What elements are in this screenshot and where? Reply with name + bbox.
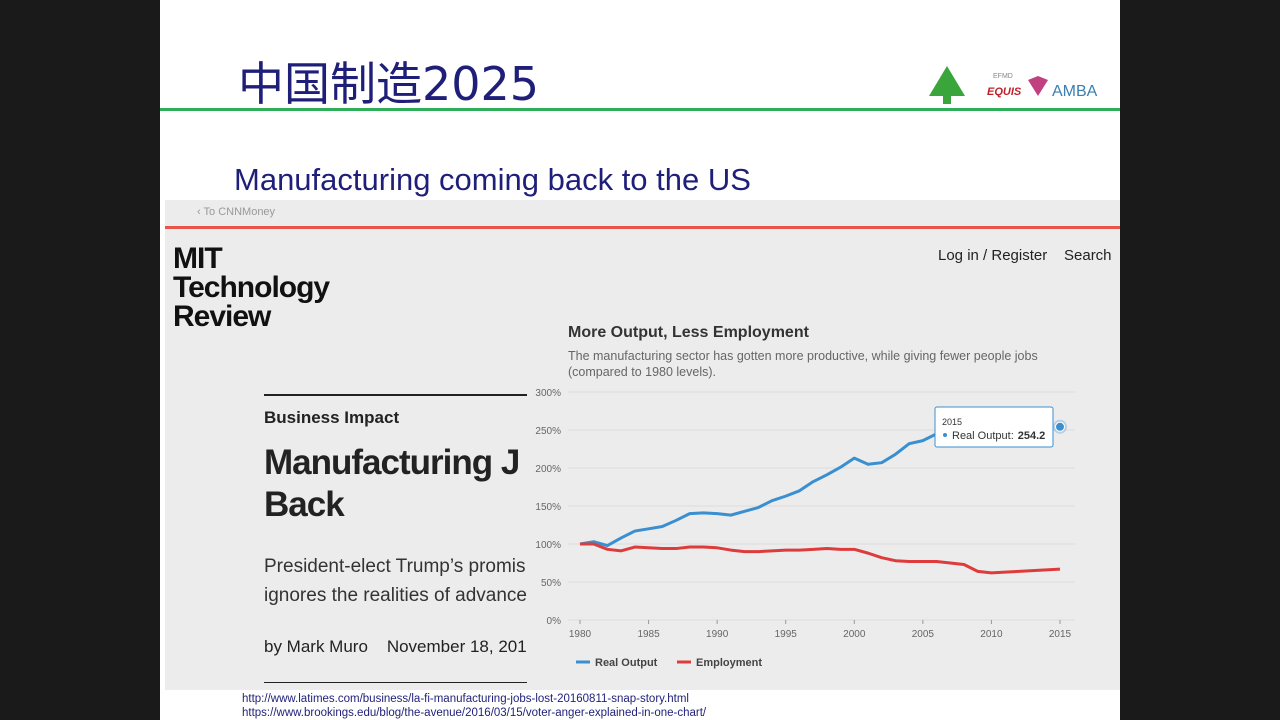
headline-line: Back <box>264 485 345 524</box>
dek-line: President-elect Trump’s promis <box>264 556 526 577</box>
chart-title: More Output, Less Employment <box>568 324 809 341</box>
slide-title: 中国制造2025 <box>238 57 540 111</box>
headline-line: Manufacturing J <box>264 443 520 482</box>
divider <box>165 226 1120 229</box>
source-link[interactable]: http://www.latimes.com/business/la-fi-ma… <box>242 693 689 705</box>
y-tick-label: 200% <box>535 464 561 475</box>
byline: by Mark Muro November 18, 2016 <box>264 637 536 657</box>
tooltip: 2015 Real Output: 254.2 <box>934 406 1054 448</box>
y-tick-label: 0% <box>547 616 562 627</box>
x-tick-label: 2000 <box>843 629 866 640</box>
logo-line: MIT <box>173 242 223 275</box>
slide: 中国制造2025 EFMD EQUIS AMBA Manufacturing c… <box>160 0 1120 720</box>
legend-label: Employment <box>696 657 762 669</box>
headline: Manufacturing J Back <box>264 442 520 526</box>
x-tick-label: 2010 <box>980 629 1003 640</box>
screenshot: ‹ To CNNMoney MIT Technology Review Log … <box>165 200 1120 690</box>
nav-link[interactable]: Log in / Register <box>938 247 1048 264</box>
rule <box>264 682 527 683</box>
x-tick-label: 2015 <box>1049 629 1072 640</box>
tooltip-box <box>934 406 1054 448</box>
logos: EFMD EQUIS AMBA <box>929 66 1098 104</box>
tooltip-value: 254.2 <box>1018 430 1046 442</box>
y-tick-label: 150% <box>535 502 561 513</box>
divider <box>160 108 1120 111</box>
line <box>580 542 1061 575</box>
back-link[interactable]: ‹ To CNNMoney <box>197 206 276 218</box>
y-tick-label: 250% <box>535 426 561 437</box>
tooltip-x: 2015 <box>942 417 962 427</box>
tooltip-text: Real Output: 254.2 <box>952 430 1045 442</box>
nav-link[interactable]: Search <box>1064 247 1112 264</box>
section: Business Impact <box>264 408 400 427</box>
logo-line: Review <box>173 300 271 333</box>
logo-text: EQUIS <box>987 86 1022 98</box>
back-link-text: To CNNMoney <box>203 206 276 218</box>
y-tick-label: 50% <box>541 578 561 589</box>
logo-line: Technology <box>173 271 330 304</box>
rule <box>264 394 527 396</box>
x-tick-label: 1995 <box>775 629 798 640</box>
author: by Mark Muro <box>264 637 368 656</box>
x-tick-label: 1985 <box>637 629 660 640</box>
logo-text: EFMD <box>993 73 1013 80</box>
y-tick-label: 100% <box>535 540 561 551</box>
dek-line: ignores the realities of advancec <box>264 585 537 606</box>
dek: President-elect Trump’s promis ignores t… <box>264 552 537 610</box>
data-point <box>1055 421 1065 432</box>
legend-label: Real Output <box>595 657 658 669</box>
tooltip-dot <box>943 433 947 437</box>
tooltip-label: Real Output: <box>952 430 1014 442</box>
sources: http://www.latimes.com/business/la-fi-ma… <box>242 692 706 720</box>
x-tick-label: 1980 <box>569 629 592 640</box>
date: November 18, 2016 <box>386 637 537 656</box>
x-tick-label: 2005 <box>912 629 935 640</box>
source-link[interactable]: https://www.brookings.edu/blog/the-avenu… <box>242 707 707 719</box>
chart-subtitle: The manufacturing sector has gotten more… <box>568 349 1038 379</box>
x-tick-label: 1990 <box>706 629 729 640</box>
y-tick-label: 300% <box>535 388 561 399</box>
logo-text: AMBA <box>1052 83 1098 100</box>
chart-panel <box>527 310 1120 680</box>
slide-subtitle: Manufacturing coming back to the US <box>234 162 751 197</box>
site-logo: MIT Technology Review <box>173 242 330 333</box>
